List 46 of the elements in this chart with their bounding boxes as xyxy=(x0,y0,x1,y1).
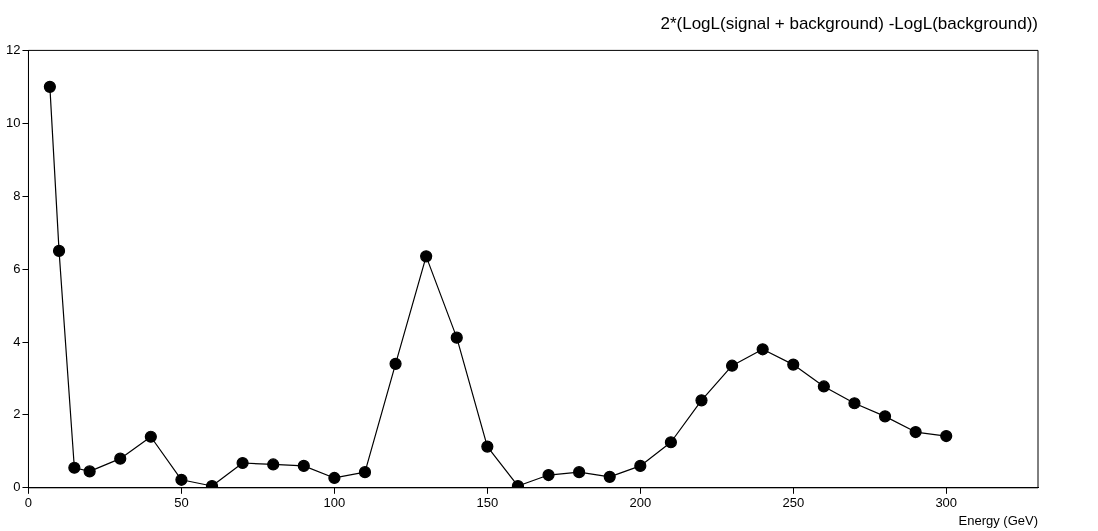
y-tick-label: 8 xyxy=(13,187,21,203)
point xyxy=(756,343,769,356)
point xyxy=(328,471,341,485)
point xyxy=(725,359,739,372)
y-tick-label: 12 xyxy=(5,41,21,57)
chart-title: 2*(LogL(signal + background) -LogL(background)) xyxy=(660,13,1038,33)
point xyxy=(297,459,310,473)
x-tick-label: 100 xyxy=(323,495,346,511)
point xyxy=(175,473,188,486)
point xyxy=(43,80,56,93)
point xyxy=(450,331,463,344)
point xyxy=(664,436,677,449)
point xyxy=(848,397,861,410)
point xyxy=(787,358,800,371)
y-tick-label: 4 xyxy=(13,333,21,349)
point xyxy=(236,456,249,470)
x-tick-label: 200 xyxy=(629,495,652,511)
y-tick-label: 0 xyxy=(13,479,21,495)
point xyxy=(389,357,402,370)
point xyxy=(634,459,647,473)
point xyxy=(267,458,280,471)
y-tick-label: 6 xyxy=(13,260,21,276)
point xyxy=(114,452,127,465)
y-tick-label: 10 xyxy=(5,114,21,130)
y-tick-label: 2 xyxy=(13,406,21,422)
point xyxy=(940,429,953,443)
point xyxy=(144,430,157,443)
x-tick-label: 150 xyxy=(476,495,499,511)
point xyxy=(358,466,372,479)
point xyxy=(817,380,830,393)
point xyxy=(542,468,555,482)
point xyxy=(420,250,433,263)
point xyxy=(695,394,708,407)
point xyxy=(83,465,96,478)
point xyxy=(573,466,586,479)
point xyxy=(481,440,494,453)
x-tick-label: 300 xyxy=(935,495,958,511)
point xyxy=(909,425,922,439)
x-tick-label: 250 xyxy=(782,495,805,511)
x-tick-label: 0 xyxy=(24,495,33,511)
x-axis-title: Energy (GeV) xyxy=(958,512,1038,528)
point xyxy=(878,410,892,423)
point xyxy=(52,244,66,257)
point xyxy=(68,461,81,474)
x-tick-label: 50 xyxy=(174,495,189,511)
point xyxy=(603,470,616,483)
